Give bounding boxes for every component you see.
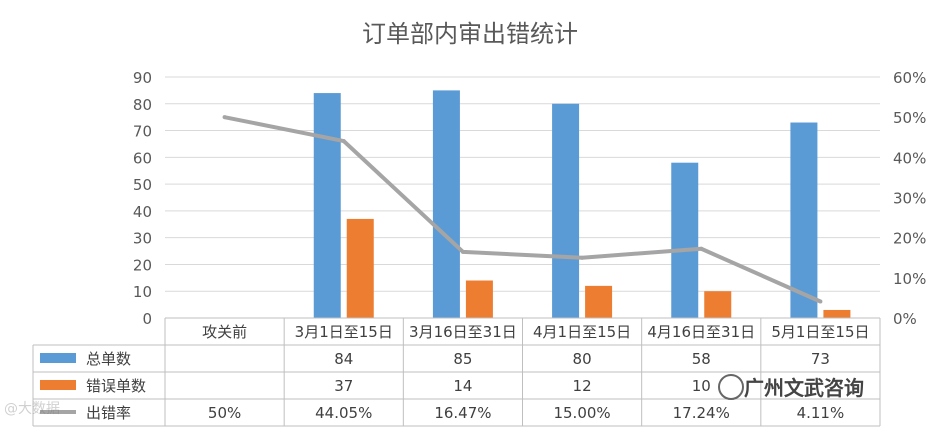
y-left-tick-label: 10 [133,283,152,301]
bar-total [432,90,460,318]
watermark-left: @大数据 [4,401,60,417]
table-cell: 17.24% [673,404,730,422]
x-tick-label: 5月1日至15日 [771,323,869,341]
wechat-icon [718,374,744,400]
table-cell: 73 [811,350,830,368]
bar-error [346,218,374,318]
table-cell: 50% [208,404,241,422]
line-point [580,255,585,260]
table-cell: 10 [692,377,711,395]
y-right-tick-label: 30% [893,190,926,208]
y-right-tick-label: 20% [893,230,926,248]
table-cell: 12 [573,377,592,395]
y-left-tick-label: 80 [133,96,152,114]
table-cell: 16.47% [434,404,491,422]
bar-error [823,309,851,318]
table-cell: 44.05% [315,404,372,422]
y-right-tick-label: 40% [893,149,926,167]
legend-entry: 错误单数 [86,377,146,395]
bar-total [552,103,580,319]
table-cell: 15.00% [553,404,610,422]
line-point [222,115,227,120]
bar-total [313,93,341,318]
y-left-tick-label: 70 [133,123,152,141]
legend-key [40,380,76,390]
y-right-tick-label: 60% [893,69,926,87]
x-tick-label: 4月16日至31日 [647,323,755,341]
watermark-right: 广州文武咨询 [744,376,864,400]
line-point [818,299,823,304]
y-left-tick-label: 50 [133,176,152,194]
x-tick-label: 3月16日至31日 [409,323,517,341]
bar-error [465,280,493,318]
table-cell: 85 [453,350,472,368]
x-tick-label: 攻关前 [202,323,247,341]
legend-entry: 总单数 [86,350,131,368]
x-tick-label: 4月1日至15日 [533,323,631,341]
line-point [460,249,465,254]
table-cell: 4.11% [797,404,845,422]
y-right-tick-label: 0% [893,310,917,328]
table-cell: 14 [453,377,472,395]
line-point [341,139,346,144]
y-left-tick-label: 30 [133,230,152,248]
bar-error [704,291,732,318]
y-left-tick-label: 40 [133,203,152,221]
table-cell: 80 [573,350,592,368]
line-point [699,246,704,251]
legend-entry: 出错率 [86,404,131,422]
y-right-tick-label: 10% [893,270,926,288]
table-cell: 37 [334,377,353,395]
y-left-tick-label: 20 [133,256,152,274]
y-left-tick-label: 90 [133,69,152,87]
bar-total [790,122,818,319]
error-rate-line [224,115,822,304]
chart-title: 订单部内审出错统计 [362,20,578,48]
table-cell: 84 [334,350,353,368]
table-cell: 58 [692,350,711,368]
y-left-tick-label: 0 [142,310,152,328]
bar-total [671,162,699,318]
x-tick-label: 3月1日至15日 [295,323,393,341]
legend-key [40,353,76,363]
bar-error [585,285,613,318]
y-left-tick-label: 60 [133,149,152,167]
y-right-tick-label: 50% [893,109,926,127]
